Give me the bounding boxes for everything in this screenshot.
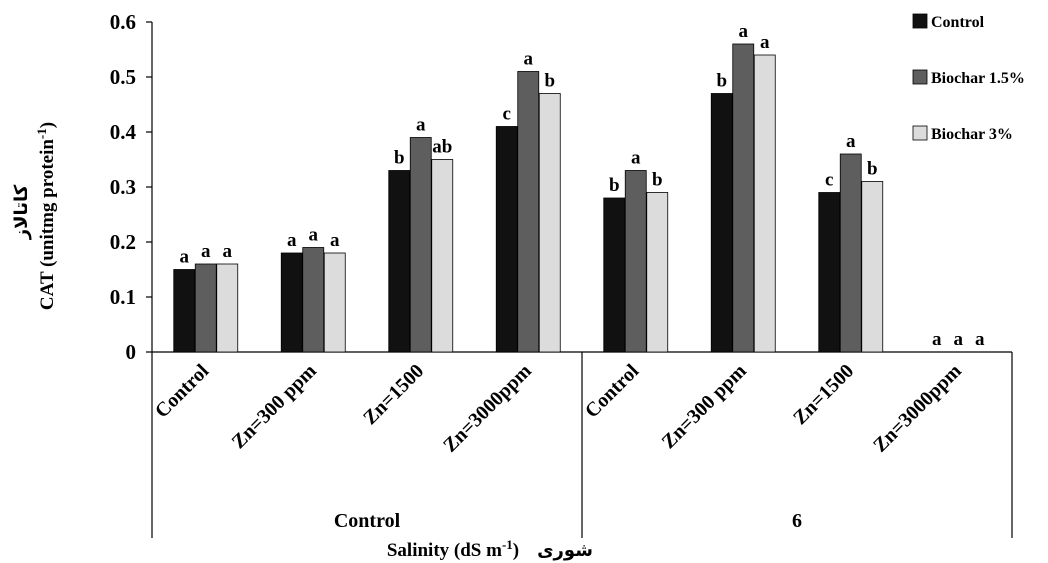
- bar: [710, 93, 733, 353]
- bar: [861, 181, 884, 353]
- legend-swatch: [912, 69, 928, 85]
- bar: [431, 159, 454, 353]
- significance-letter: a: [416, 115, 426, 136]
- bar: [194, 263, 217, 353]
- x-axis-title-english: Salinity (dS m-1): [387, 537, 519, 561]
- y-tick-label: 0.5: [110, 65, 136, 89]
- bar: [818, 192, 841, 353]
- legend-label: Control: [931, 14, 985, 31]
- bar: [409, 137, 432, 353]
- x-axis-title: Salinity (dS m-1) شوری: [387, 537, 593, 561]
- bar: [753, 54, 776, 353]
- x-category-label: Zn=1500: [359, 360, 428, 429]
- significance-letter: a: [954, 329, 964, 350]
- bar: [732, 43, 755, 353]
- significance-letter: a: [760, 32, 770, 53]
- y-tick-label: 0.3: [110, 175, 136, 199]
- x-group-label: 6: [792, 510, 802, 532]
- x-category-label: Zn=3000ppm: [439, 360, 536, 457]
- bar: [388, 170, 411, 353]
- y-tick-label: 0.1: [110, 285, 136, 309]
- y-axis-title-english: CAT (unitmg protein-1): [34, 122, 58, 310]
- significance-letter: a: [330, 230, 340, 251]
- significance-letter: a: [524, 49, 534, 70]
- bar: [646, 192, 669, 353]
- significance-letter: a: [287, 230, 297, 251]
- legend-label: Biochar 1.5%: [931, 70, 1025, 87]
- y-tick-label: 0.2: [110, 230, 136, 254]
- y-tick-label: 0: [126, 340, 137, 364]
- bar: [323, 252, 346, 353]
- significance-letter: a: [223, 241, 233, 262]
- x-category-label: Zn=300 ppm: [228, 360, 321, 453]
- significance-letter: b: [867, 159, 878, 180]
- significance-letter: c: [825, 170, 833, 191]
- x-category-label: Control: [581, 360, 644, 423]
- significance-letter: a: [846, 131, 856, 152]
- significance-letter: a: [975, 329, 985, 350]
- bar: [603, 197, 626, 353]
- legend-swatch: [912, 13, 928, 29]
- y-axis-title-persian: کاتالاز: [11, 184, 32, 240]
- bar: [538, 93, 561, 353]
- significance-letter: b: [544, 71, 555, 92]
- significance-letter: ab: [432, 137, 452, 158]
- y-tick-label: 0.6: [110, 10, 136, 34]
- legend: Control Biochar 1.5% Biochar 3%: [912, 13, 1025, 143]
- x-category-label: Control: [151, 360, 214, 423]
- x-group-label: Control: [334, 510, 401, 532]
- bar: [216, 263, 239, 353]
- bar: [517, 71, 540, 353]
- significance-letter: a: [309, 225, 319, 246]
- y-axis-title: کاتالاز CAT (unitmg protein-1): [11, 122, 58, 310]
- significance-letter: a: [631, 148, 641, 169]
- x-category-label: Zn=300 ppm: [658, 360, 751, 453]
- significance-letter: b: [394, 148, 405, 169]
- x-category-label: Zn=3000ppm: [869, 360, 966, 457]
- bar: [280, 252, 303, 353]
- y-tick-label: 0.4: [110, 120, 137, 144]
- significance-letter: b: [652, 170, 663, 191]
- significance-letter: c: [503, 104, 511, 125]
- bar: [302, 247, 325, 353]
- legend-swatch: [912, 125, 928, 141]
- significance-letter: b: [609, 175, 620, 196]
- x-axis-title-persian: شوری: [537, 540, 593, 561]
- significance-letter: a: [201, 241, 211, 262]
- bar: [173, 269, 196, 353]
- significance-letter: b: [716, 71, 727, 92]
- bar: [624, 170, 647, 353]
- significance-letter: a: [180, 247, 190, 268]
- significance-letter: a: [932, 329, 942, 350]
- x-category-label: Zn=1500: [789, 360, 858, 429]
- significance-letter: a: [739, 21, 749, 42]
- legend-label: Biochar 3%: [931, 126, 1013, 143]
- bar: [839, 153, 862, 353]
- bar: [495, 126, 518, 353]
